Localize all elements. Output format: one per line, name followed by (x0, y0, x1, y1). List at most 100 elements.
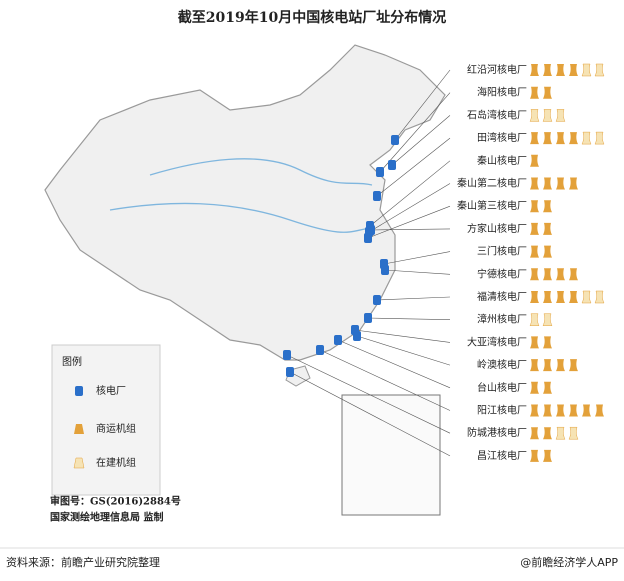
plant-marker (283, 350, 291, 360)
operating-unit (556, 359, 565, 372)
construction-unit (542, 109, 553, 122)
leader-line (383, 251, 451, 265)
legend-title: 图例 (62, 355, 82, 368)
plant-name: 田湾核电厂 (477, 131, 527, 144)
operating-unit (543, 86, 552, 99)
operating-unit (556, 291, 565, 303)
operating-unit (569, 404, 578, 417)
leader-line (369, 160, 451, 227)
operating-unit (556, 404, 565, 417)
china-outline (44, 44, 446, 361)
plant-list: 红沿河核电厂海阳核电厂石岛湾核电厂田湾核电厂秦山核电厂秦山第二核电厂秦山第三核电… (283, 63, 605, 462)
plant-name: 台山核电厂 (477, 381, 527, 394)
plant-marker (388, 160, 396, 170)
plant-name: 秦山核电厂 (477, 154, 527, 167)
operating-unit (569, 268, 578, 281)
leader-line (370, 228, 451, 231)
operating-unit (569, 177, 578, 190)
operating-unit (530, 381, 539, 394)
plant-marker (367, 225, 375, 235)
plant-name: 大亚湾核电厂 (467, 335, 527, 348)
operating-unit (543, 222, 552, 235)
operating-unit (543, 245, 552, 258)
leader-line (367, 317, 451, 320)
leader-line (289, 371, 451, 457)
river (109, 202, 373, 233)
operating-unit (543, 359, 552, 372)
operating-unit (530, 245, 539, 258)
construction-unit (581, 290, 592, 304)
construction-unit (568, 426, 579, 440)
construction-unit (542, 313, 553, 326)
operating-unit (543, 268, 552, 281)
leader-line (337, 339, 451, 389)
plant-marker (373, 295, 381, 305)
construction-unit (555, 426, 566, 440)
legend-swatch (74, 424, 84, 434)
leader-line (391, 115, 451, 166)
south-sea-inset (341, 394, 441, 516)
construction-unit (581, 131, 592, 145)
operating-unit (569, 359, 578, 372)
operating-unit (543, 381, 552, 394)
plant-marker (364, 233, 372, 243)
leader-line (319, 349, 451, 411)
plant-marker (334, 335, 342, 345)
plant-name: 福清核电厂 (477, 290, 527, 303)
leader-line (394, 69, 451, 141)
operating-unit (530, 427, 539, 440)
plant-name: 岭澳核电厂 (477, 358, 527, 371)
map-note: 国家测绘地理信息局 监制 (50, 511, 163, 524)
plant-name: 宁德核电厂 (477, 267, 527, 280)
legend-item: 在建机组 (96, 456, 136, 469)
plant-marker (364, 313, 372, 323)
construction-unit (594, 290, 605, 304)
operating-unit (543, 427, 552, 440)
legend-box (51, 344, 161, 496)
leader-line (354, 329, 451, 343)
plant-name: 海阳核电厂 (477, 86, 527, 99)
river (149, 158, 373, 186)
operating-unit (530, 200, 539, 213)
operating-unit (582, 404, 591, 417)
construction-unit (594, 63, 605, 77)
plant-marker (391, 135, 399, 145)
plant-marker (381, 265, 389, 275)
legend-swatch (73, 457, 85, 469)
operating-unit (530, 86, 539, 99)
operating-unit (530, 291, 539, 303)
title: 截至2019年10月中国核电站厂址分布情况 (178, 9, 446, 26)
operating-unit (530, 268, 539, 281)
operating-unit (530, 404, 539, 417)
operating-unit (556, 268, 565, 281)
leader-line (384, 269, 451, 275)
plant-name: 漳州核电厂 (477, 313, 527, 326)
operating-unit (530, 177, 539, 190)
operating-unit (556, 64, 565, 76)
plant-name: 秦山第二核电厂 (457, 177, 527, 190)
plant-marker (353, 331, 361, 341)
plant-name: 三门核电厂 (477, 245, 527, 258)
operating-unit (569, 291, 578, 303)
operating-unit (543, 200, 552, 213)
map (44, 44, 446, 516)
footer-brand: @前瞻经济学人APP (520, 555, 618, 569)
construction-unit (594, 131, 605, 145)
leader-line (368, 183, 451, 233)
leader-line (286, 354, 451, 434)
plant-marker (286, 367, 294, 377)
operating-unit (556, 132, 565, 145)
plant-marker (316, 345, 324, 355)
operating-unit (530, 64, 539, 76)
plant-name: 石岛湾核电厂 (467, 108, 527, 121)
plant-name: 方家山核电厂 (467, 222, 527, 235)
plant-name: 红沿河核电厂 (467, 63, 527, 76)
operating-unit (595, 404, 604, 417)
leader-line (356, 335, 451, 366)
operating-unit (556, 177, 565, 190)
operating-unit (530, 449, 539, 462)
plant-name: 防城港核电厂 (467, 426, 527, 439)
operating-unit (543, 404, 552, 417)
construction-unit (555, 109, 566, 122)
